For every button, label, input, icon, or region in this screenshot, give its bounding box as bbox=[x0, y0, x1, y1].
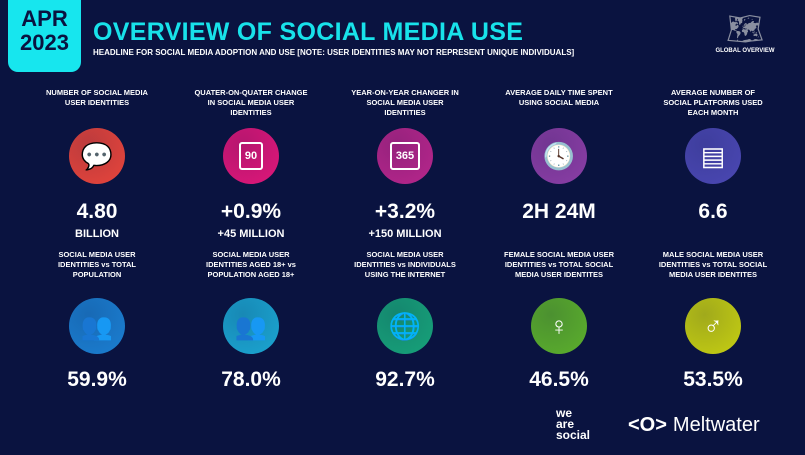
meltwater-label: Meltwater bbox=[672, 414, 760, 436]
date-month: APR bbox=[21, 6, 68, 31]
stat-value: +3.2% bbox=[374, 200, 436, 223]
stat-card: QUATER-ON-QUATER CHANGE IN SOCIAL MEDIA … bbox=[174, 88, 328, 248]
meltwater-mark-icon: <O> bbox=[628, 414, 667, 436]
male-icon: ♂ bbox=[685, 298, 741, 354]
stat-label: FEMALE SOCIAL MEDIA USER IDENTITIES vs T… bbox=[503, 250, 614, 279]
page-title: OVERVIEW OF SOCIAL MEDIA USE bbox=[93, 18, 524, 46]
stat-label: AVERAGE DAILY TIME SPENT USING SOCIAL ME… bbox=[505, 88, 613, 107]
stat-value: 92.7% bbox=[375, 368, 435, 391]
meltwater-logo: <O> Meltwater bbox=[628, 414, 760, 437]
stat-value: 6.6 bbox=[698, 200, 728, 223]
world-map-icon: 🗺 bbox=[725, 13, 765, 46]
stat-label: QUATER-ON-QUATER CHANGE IN SOCIAL MEDIA … bbox=[194, 88, 308, 117]
stat-value: 59.9% bbox=[67, 368, 127, 391]
stat-value: +0.9% bbox=[220, 200, 282, 223]
date-year: 2023 bbox=[20, 30, 69, 55]
stat-value: 53.5% bbox=[683, 368, 743, 391]
we-are-social-logo: we are social bbox=[556, 406, 591, 442]
badge-label: GLOBAL OVERVIEW bbox=[715, 48, 775, 54]
stat-label: SOCIAL MEDIA USER IDENTITIES AGED 18+ vs… bbox=[206, 250, 296, 279]
chat-bubbles-icon: 💬 bbox=[69, 128, 125, 184]
stat-subvalue: +150 MILLION bbox=[368, 228, 442, 240]
clock-icon: 🕓 bbox=[531, 128, 587, 184]
stat-card: NUMBER OF SOCIAL MEDIA USER IDENTITIES 💬… bbox=[20, 88, 174, 248]
stat-card: AVERAGE DAILY TIME SPENT USING SOCIAL ME… bbox=[482, 88, 636, 248]
stat-card: SOCIAL MEDIA USER IDENTITIES vs TOTAL PO… bbox=[20, 250, 174, 410]
page-subtitle: HEADLINE FOR SOCIAL MEDIA ADOPTION AND U… bbox=[93, 48, 575, 57]
stat-label: AVERAGE NUMBER OF SOCIAL PLATFORMS USED … bbox=[663, 88, 763, 117]
stat-value: 46.5% bbox=[529, 368, 589, 391]
globe-icon: 🌐 bbox=[377, 298, 433, 354]
stats-row-2: SOCIAL MEDIA USER IDENTITIES vs TOTAL PO… bbox=[20, 250, 800, 410]
stat-value: 2H 24M bbox=[522, 200, 596, 223]
stat-card: AVERAGE NUMBER OF SOCIAL PLATFORMS USED … bbox=[636, 88, 790, 248]
female-icon: ♀ bbox=[531, 298, 587, 354]
stat-label: NUMBER OF SOCIAL MEDIA USER IDENTITIES bbox=[46, 88, 148, 107]
calendar-90-days-icon: 90 bbox=[223, 128, 279, 184]
stat-value: 4.80 bbox=[76, 200, 118, 223]
stat-card: YEAR-ON-YEAR CHANGER IN SOCIAL MEDIA USE… bbox=[328, 88, 482, 248]
global-overview-badge: 🗺 GLOBAL OVERVIEW bbox=[710, 12, 780, 62]
adults-icon: 👥 bbox=[223, 298, 279, 354]
date-badge: APR 2023 bbox=[8, 0, 81, 72]
calendar-365-icon: 365 bbox=[377, 128, 433, 184]
stats-row-1: NUMBER OF SOCIAL MEDIA USER IDENTITIES 💬… bbox=[20, 88, 800, 248]
icon-text: 365 bbox=[389, 142, 421, 170]
stat-subvalue: BILLION bbox=[75, 228, 119, 240]
stat-label: YEAR-ON-YEAR CHANGER IN SOCIAL MEDIA USE… bbox=[351, 88, 459, 117]
stat-card: SOCIAL MEDIA USER IDENTITIES vs INDIVIDU… bbox=[328, 250, 482, 410]
stat-label: SOCIAL MEDIA USER IDENTITIES vs INDIVIDU… bbox=[354, 250, 456, 279]
stat-subvalue: +45 MILLION bbox=[217, 228, 285, 240]
stat-label: SOCIAL MEDIA USER IDENTITIES vs TOTAL PO… bbox=[57, 250, 137, 279]
platforms-icon: ▤ bbox=[685, 128, 741, 184]
stat-label: MALE SOCIAL MEDIA USER IDENTITIES vs TOT… bbox=[658, 250, 768, 279]
stat-card: SOCIAL MEDIA USER IDENTITIES AGED 18+ vs… bbox=[174, 250, 328, 410]
stat-value: 78.0% bbox=[221, 368, 281, 391]
stat-card: MALE SOCIAL MEDIA USER IDENTITIES vs TOT… bbox=[636, 250, 790, 410]
people-group-icon: 👥 bbox=[69, 298, 125, 354]
icon-text: 90 bbox=[238, 142, 264, 170]
stat-card: FEMALE SOCIAL MEDIA USER IDENTITIES vs T… bbox=[482, 250, 636, 410]
